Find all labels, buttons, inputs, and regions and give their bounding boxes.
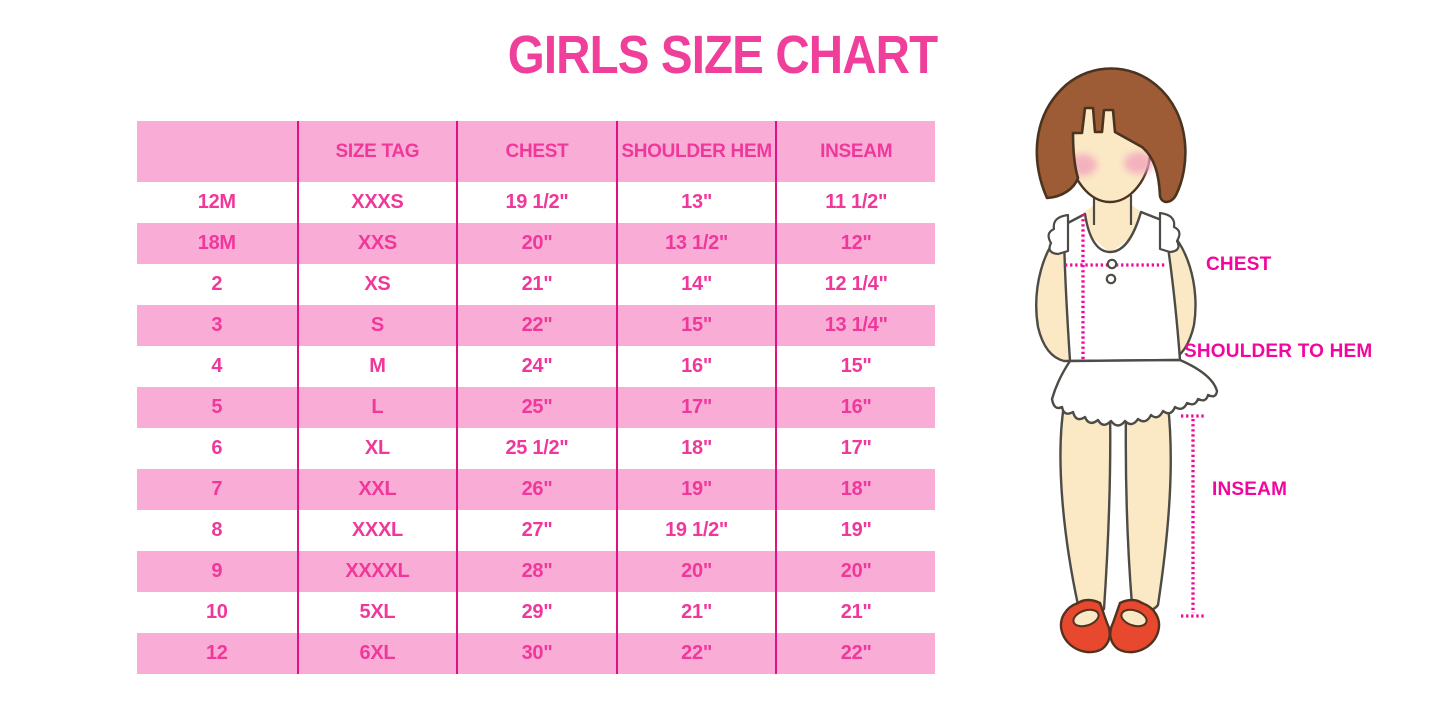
column-header: SHOULDER HEM — [615, 121, 776, 182]
table-cell: 19 1/2" — [615, 510, 776, 551]
table-row: 9 XXXXL 28" 20" 20" — [137, 551, 935, 592]
table-cell: XXS — [296, 223, 457, 264]
table-cell: 30" — [456, 633, 616, 674]
table-cell: 5XL — [296, 592, 457, 633]
table-cell: XL — [296, 428, 457, 469]
table-cell: 24" — [456, 346, 616, 387]
table-cell: 12 — [205, 642, 228, 664]
neck — [1083, 187, 1142, 253]
table-cell: 7 — [211, 478, 223, 500]
inseam-label: INSEAM — [1212, 479, 1288, 500]
inseam-measure-line — [1181, 414, 1204, 618]
table-cell: XXXS — [296, 182, 457, 223]
table-row: 10 5XL 29" 21" 21" — [137, 592, 935, 633]
column-header — [137, 121, 297, 182]
table-cell: 18M — [197, 232, 236, 254]
table-cell: 15" — [615, 305, 776, 346]
skirt — [1050, 358, 1219, 427]
table-cell: 14" — [615, 264, 776, 305]
table-cell: 13 1/2" — [615, 223, 776, 264]
table-cell: XXL — [296, 469, 457, 510]
table-cell: 3 — [211, 314, 223, 336]
table-row: 18M XXS 20" 13 1/2" 12" — [137, 223, 935, 264]
table-cell: 25 1/2" — [456, 428, 616, 469]
table-row: 7 XXL 26" 19" 18" — [137, 469, 935, 510]
table-cell: 11 1/2" — [775, 182, 935, 223]
top-button — [1106, 258, 1118, 270]
table-cell: 21" — [615, 592, 776, 633]
table-cell: 8 — [211, 519, 223, 541]
table-row: 12M XXXS 19 1/2" 13" 11 1/2" — [137, 182, 935, 223]
hair — [1035, 67, 1187, 204]
table-row: 3 S 22" 15" 13 1/4" — [137, 305, 935, 346]
table-cell: 12M — [197, 191, 236, 213]
table-cell: 2 — [211, 273, 223, 295]
table-cell: 22" — [615, 633, 776, 674]
table-row: 2 XS 21" 14" 12 1/4" — [137, 264, 935, 305]
table-cell: 28" — [456, 551, 616, 592]
table-cell: XXXXL — [296, 551, 457, 592]
table-row: 12 6XL 30" 22" 22" — [137, 633, 935, 674]
column-header: SIZE TAG — [296, 121, 457, 182]
table-cell: 19" — [775, 510, 935, 551]
table-cell: XXXL — [296, 510, 457, 551]
table-cell: 9 — [211, 560, 223, 582]
right-shoe-opening — [1120, 608, 1148, 628]
table-cell: 16" — [615, 346, 776, 387]
table-cell: 16" — [775, 387, 935, 428]
left-leg — [1059, 403, 1112, 616]
chest-label: CHEST — [1206, 254, 1272, 275]
table-cell: 13 1/4" — [775, 305, 935, 346]
table-cell: 20" — [615, 551, 776, 592]
right-leg — [1124, 403, 1172, 613]
table-cell: 29" — [456, 592, 616, 633]
table-cell: 27" — [456, 510, 616, 551]
table-cell: 4 — [211, 355, 223, 377]
table-cell: 18" — [775, 469, 935, 510]
table-cell: 15" — [775, 346, 935, 387]
table-header-row: SIZE TAG CHEST SHOULDER HEM INSEAM — [137, 121, 935, 182]
right-shoulder-ruffle — [1158, 211, 1181, 254]
left-shoulder-ruffle — [1047, 213, 1070, 256]
table-cell: 10 — [205, 601, 228, 623]
table-cell: L — [296, 387, 457, 428]
table-cell: 19" — [615, 469, 776, 510]
table-cell: XS — [296, 264, 457, 305]
right-blush — [1124, 152, 1154, 174]
table-cell: 6XL — [296, 633, 457, 674]
table-cell: 20" — [775, 551, 935, 592]
table-cell: 12" — [775, 223, 935, 264]
page-title: GIRLS SIZE CHART — [507, 25, 938, 85]
column-header: INSEAM — [775, 121, 935, 182]
table-cell: 21" — [456, 264, 616, 305]
table-cell: 6 — [211, 437, 223, 459]
table-cell: 17" — [775, 428, 935, 469]
table-row: 5 L 25" 17" 16" — [137, 387, 935, 428]
table-cell: 21" — [775, 592, 935, 633]
table-cell: 17" — [615, 387, 776, 428]
table-cell: S — [296, 305, 457, 346]
table-cell: 22" — [775, 633, 935, 674]
size-chart-table: SIZE TAG CHEST SHOULDER HEM INSEAM 12M XXXS 19… — [137, 121, 935, 674]
table-row: 4 M 24" 16" 15" — [137, 346, 935, 387]
table-cell: 5 — [211, 396, 223, 418]
left-shoe-opening — [1072, 608, 1100, 628]
table-cell: 26" — [456, 469, 616, 510]
table-cell: 13" — [615, 182, 776, 223]
table-cell: 22" — [456, 305, 616, 346]
shoulder-to-hem-label: SHOULDER TO HEM — [1184, 341, 1373, 362]
column-header: CHEST — [456, 121, 616, 182]
table-cell: 12 1/4" — [775, 264, 935, 305]
table-cell: 19 1/2" — [456, 182, 616, 223]
table-row: 6 XL 25 1/2" 18" 17" — [137, 428, 935, 469]
table-cell: 18" — [615, 428, 776, 469]
girl-illustration — [1035, 67, 1219, 654]
table-cell: M — [296, 346, 457, 387]
neck-outline — [1092, 195, 1133, 225]
table-row: 8 XXXL 27" 19 1/2" 19" — [137, 510, 935, 551]
table-cell: 25" — [456, 387, 616, 428]
table-cell: 20" — [456, 223, 616, 264]
bottom-button — [1105, 273, 1117, 285]
